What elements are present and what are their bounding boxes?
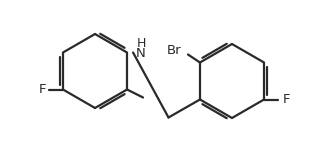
Text: F: F [39,83,47,96]
Text: F: F [282,93,290,106]
Text: H: H [136,37,146,50]
Text: N: N [136,47,146,60]
Text: Br: Br [167,44,181,57]
